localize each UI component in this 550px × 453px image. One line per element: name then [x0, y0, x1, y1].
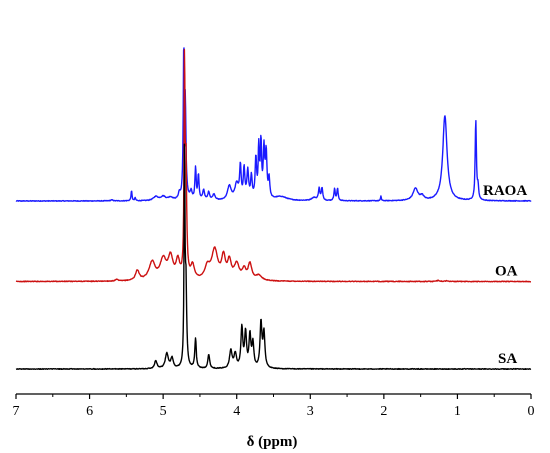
series-line-oa — [15, 48, 532, 283]
x-axis: 7 6 5 4 3 2 1 0 — [13, 393, 535, 419]
spectra-series-layer — [15, 47, 532, 370]
x-tick-label: 6 — [86, 404, 93, 419]
x-tick-label: 3 — [307, 404, 314, 419]
x-tick-label: 2 — [380, 404, 387, 419]
x-tick-label: 0 — [528, 404, 535, 419]
series-line-raoa — [15, 47, 532, 203]
series-labels-layer: RAOA OA SA — [483, 183, 527, 367]
x-axis-label: δ (ppm) — [247, 434, 298, 450]
series-label-sa: SA — [498, 351, 517, 367]
x-tick-label: 1 — [454, 404, 461, 419]
series-line-sa — [15, 143, 532, 370]
x-tick-label: 7 — [13, 404, 20, 419]
x-tick-label: 4 — [233, 404, 240, 419]
x-tick-label: 5 — [160, 404, 167, 419]
series-label-oa: OA — [495, 264, 518, 280]
series-label-raoa: RAOA — [483, 183, 527, 199]
